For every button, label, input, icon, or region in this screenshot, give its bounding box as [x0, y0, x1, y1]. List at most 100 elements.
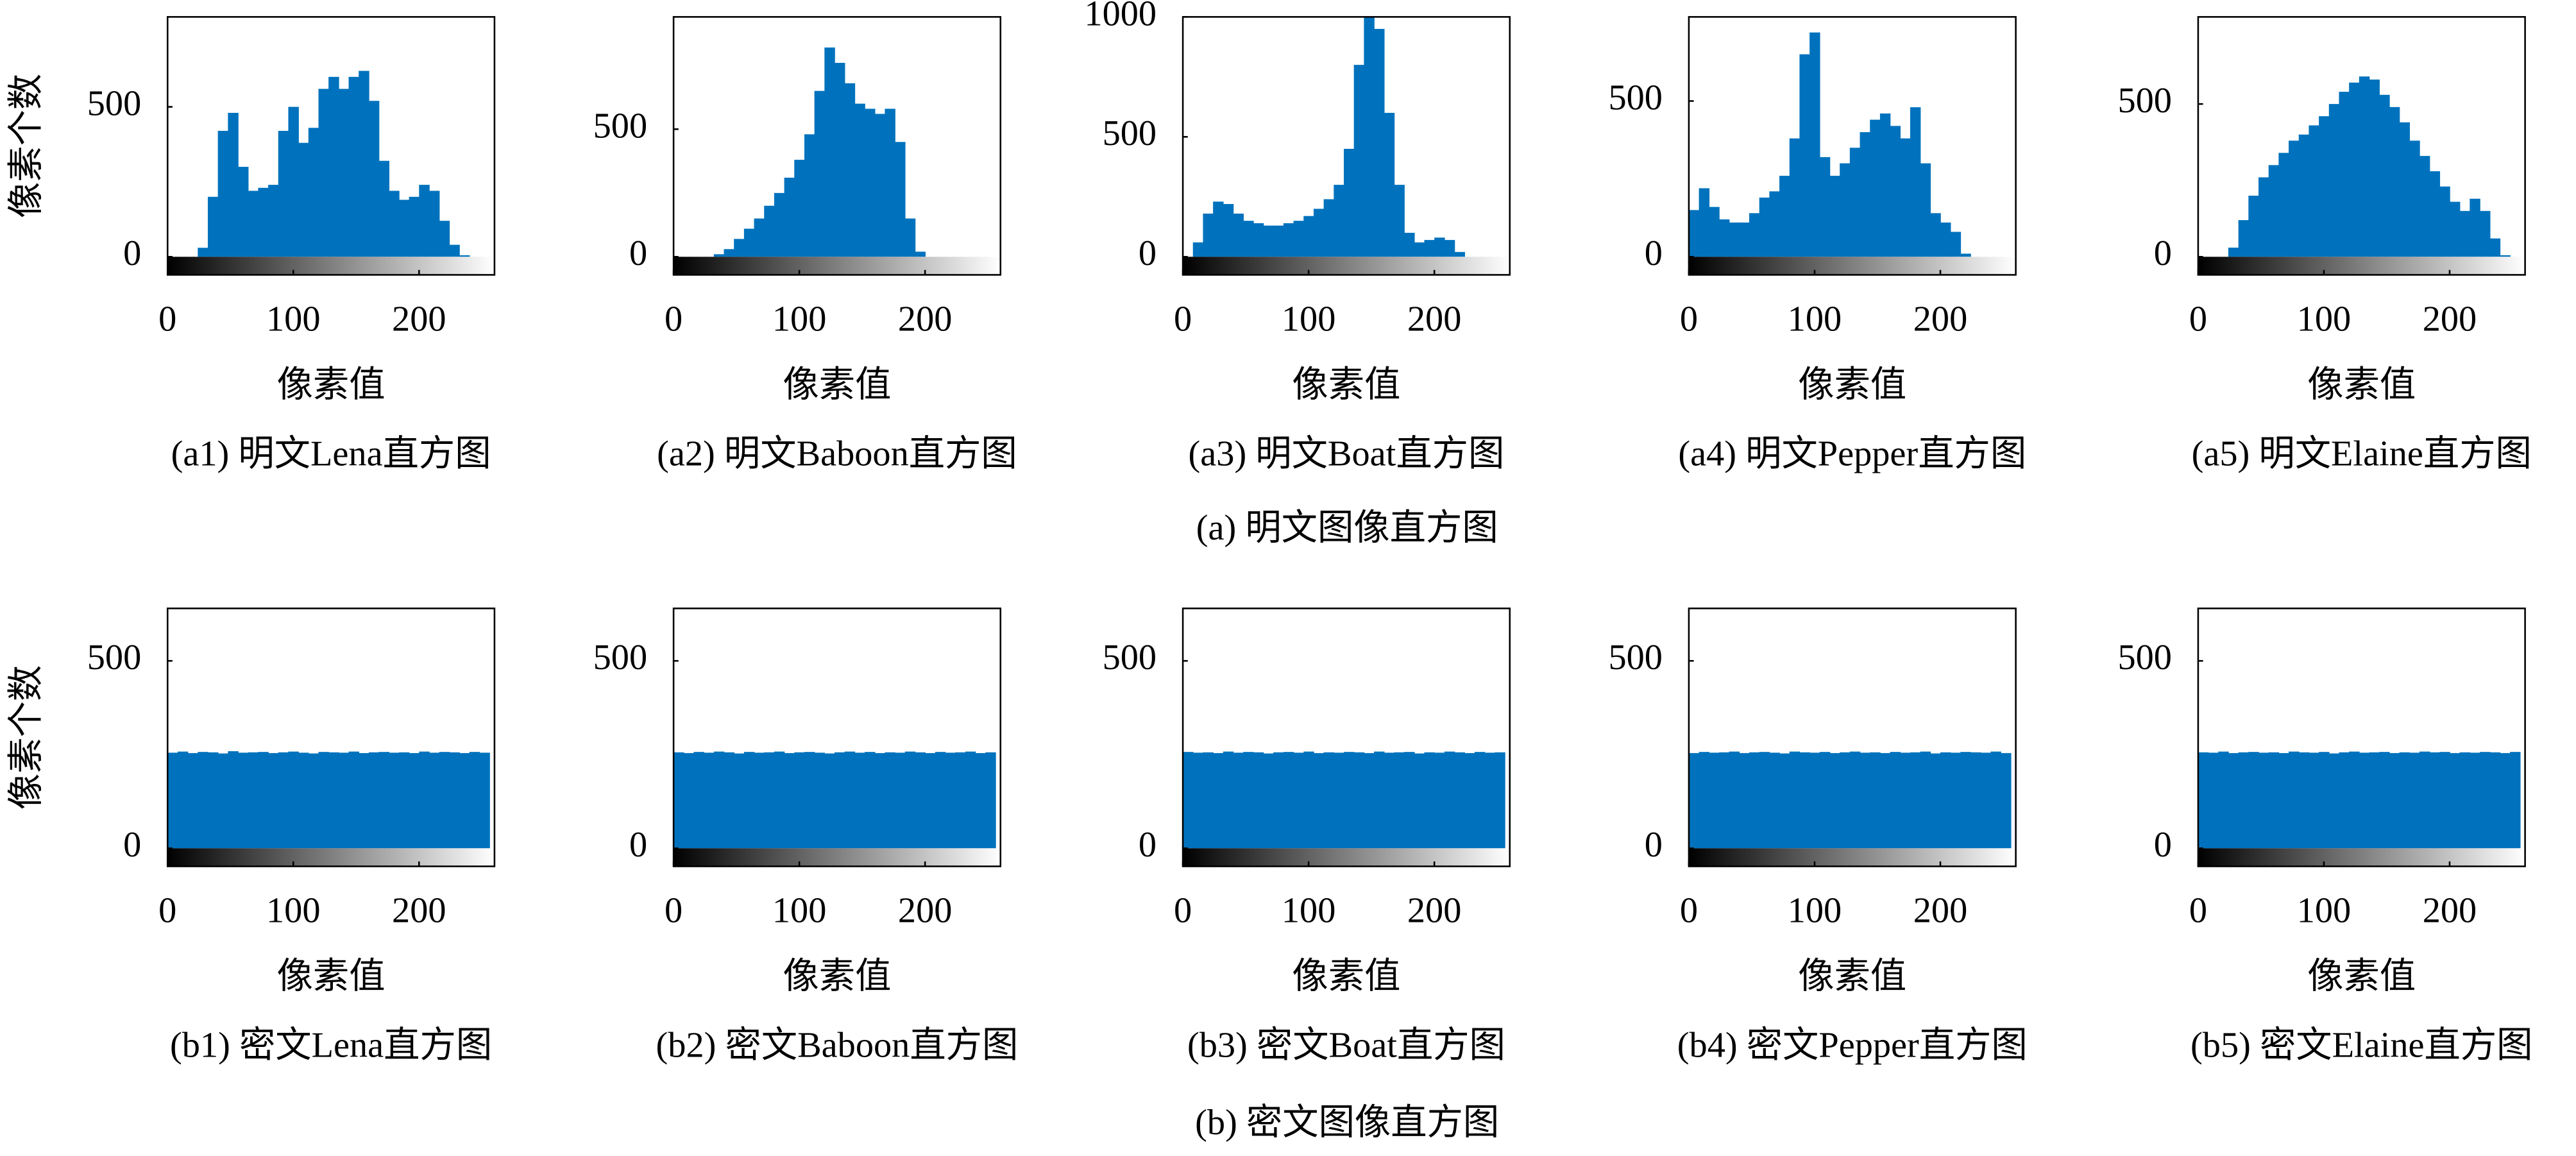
- histogram-bar: [2369, 752, 2380, 849]
- histogram-bar: [713, 254, 725, 257]
- histogram-bar: [1860, 132, 1870, 257]
- x-tick-label: 100: [2297, 300, 2351, 339]
- histogram-bar: [734, 753, 745, 849]
- histogram-bar: [1870, 752, 1881, 849]
- histogram-bar: [804, 752, 815, 849]
- histogram-bar: [985, 752, 996, 849]
- histogram-bar: [308, 128, 319, 257]
- histogram-bar: [1699, 752, 1710, 849]
- histogram-bar: [1779, 753, 1790, 849]
- chart-title: (a3) 明文Boat直方图: [1189, 434, 1505, 474]
- axes-frame: [672, 16, 1002, 276]
- x-tick-label: 200: [1407, 300, 1462, 339]
- histogram-bar: [1353, 65, 1365, 257]
- histogram-bar: [1364, 17, 1375, 257]
- histogram-bar: [2399, 752, 2411, 849]
- histogram-bar: [1970, 752, 1981, 849]
- histogram-bar: [895, 752, 906, 849]
- axes-frame: [672, 608, 1002, 867]
- histogram-bar: [1243, 752, 1254, 849]
- axes-frame: [2197, 16, 2526, 276]
- y-tick-label: 500: [1608, 638, 1663, 677]
- histogram-bar: [1434, 237, 1445, 257]
- group-caption: (a) 明文图像直方图: [1196, 508, 1498, 548]
- histogram-bar: [674, 752, 684, 849]
- colorbar: [674, 257, 1001, 275]
- colorbar: [1183, 257, 1510, 275]
- histogram-bar: [1699, 188, 1710, 257]
- histogram-bar: [308, 753, 319, 849]
- histogram-bar: [2268, 752, 2280, 849]
- colorbar: [1688, 848, 2016, 867]
- histogram-bar: [2409, 140, 2420, 257]
- histogram-bar: [724, 752, 734, 849]
- y-tick-label: 0: [1139, 234, 1157, 273]
- group-caption: (b) 密文图像直方图: [1195, 1103, 1499, 1143]
- histogram-bar: [683, 752, 695, 849]
- histogram-bar: [2309, 125, 2319, 257]
- histogram-bar: [449, 244, 460, 257]
- histogram-bar: [865, 752, 876, 849]
- histogram-bar: [2309, 752, 2319, 849]
- histogram-bar: [1344, 752, 1355, 849]
- histogram-bar: [2439, 752, 2450, 849]
- histogram-bar: [2339, 92, 2350, 257]
- histogram-bar: [1283, 223, 1294, 257]
- histogram-bar: [1789, 751, 1801, 849]
- histogram-bar: [915, 752, 926, 849]
- histogram-bar: [479, 752, 490, 849]
- y-tick-label: 500: [1608, 78, 1663, 117]
- y-tick-label: 0: [123, 825, 141, 865]
- histogram-bar: [1920, 163, 1931, 257]
- histogram-bar: [1769, 191, 1780, 257]
- histogram-bar: [804, 134, 815, 257]
- histogram-bar: [419, 185, 430, 257]
- x-tick-label: 200: [2423, 300, 2477, 339]
- histogram-bar: [389, 191, 400, 257]
- x-tick-label: 100: [1788, 300, 1842, 339]
- x-tick-label: 0: [2189, 891, 2207, 931]
- histogram-bar: [1192, 242, 1204, 257]
- histogram-bar: [1384, 112, 1395, 257]
- histogram-bar: [2470, 198, 2480, 257]
- histogram-bar: [338, 89, 350, 257]
- y-axis-label: 像素个数: [6, 74, 46, 218]
- histogram-bar: [198, 752, 208, 849]
- x-tick-label: 0: [158, 300, 176, 339]
- colorbar: [2198, 848, 2525, 867]
- histogram-bar: [167, 752, 178, 849]
- histogram-bar: [865, 108, 876, 257]
- histogram-bar: [915, 251, 926, 257]
- histogram-bar: [1374, 751, 1385, 849]
- chart-title: (a5) 明文Elaine直方图: [2192, 434, 2532, 474]
- x-axis-label: 像素值: [2307, 956, 2416, 996]
- histogram-bar: [2258, 752, 2269, 849]
- histogram-bar: [2339, 752, 2350, 849]
- histogram-bar: [1960, 253, 1971, 257]
- y-tick-label: 500: [1103, 114, 1157, 153]
- histogram-bar: [1384, 752, 1395, 849]
- histogram-bar: [774, 192, 785, 257]
- histogram-bar: [2449, 201, 2461, 257]
- histogram-bar: [1749, 752, 1760, 849]
- histogram-bar: [1474, 752, 1486, 849]
- histogram-bar: [359, 752, 369, 849]
- histogram-bar: [439, 752, 450, 849]
- x-tick-label: 0: [2189, 300, 2207, 339]
- histogram-bar: [1930, 213, 1941, 257]
- histogram-bar: [1779, 176, 1790, 257]
- chart-title: (b3) 密文Boat直方图: [1187, 1026, 1505, 1066]
- histogram-bar: [1424, 752, 1435, 849]
- histogram-bar: [1950, 232, 1962, 257]
- x-axis-label: 像素值: [1292, 956, 1400, 996]
- histogram-bar: [1444, 751, 1455, 849]
- histogram-bar: [419, 751, 430, 849]
- histogram-bar: [854, 752, 865, 849]
- histogram-bar: [409, 196, 420, 257]
- histogram-bar: [348, 751, 359, 849]
- histogram-bar: [1890, 752, 1901, 849]
- histogram-bar: [1879, 752, 1891, 849]
- histogram-bar: [754, 752, 765, 849]
- histogram-bar: [1364, 752, 1375, 849]
- chart-title: (b2) 密文Baboon直方图: [656, 1026, 1019, 1066]
